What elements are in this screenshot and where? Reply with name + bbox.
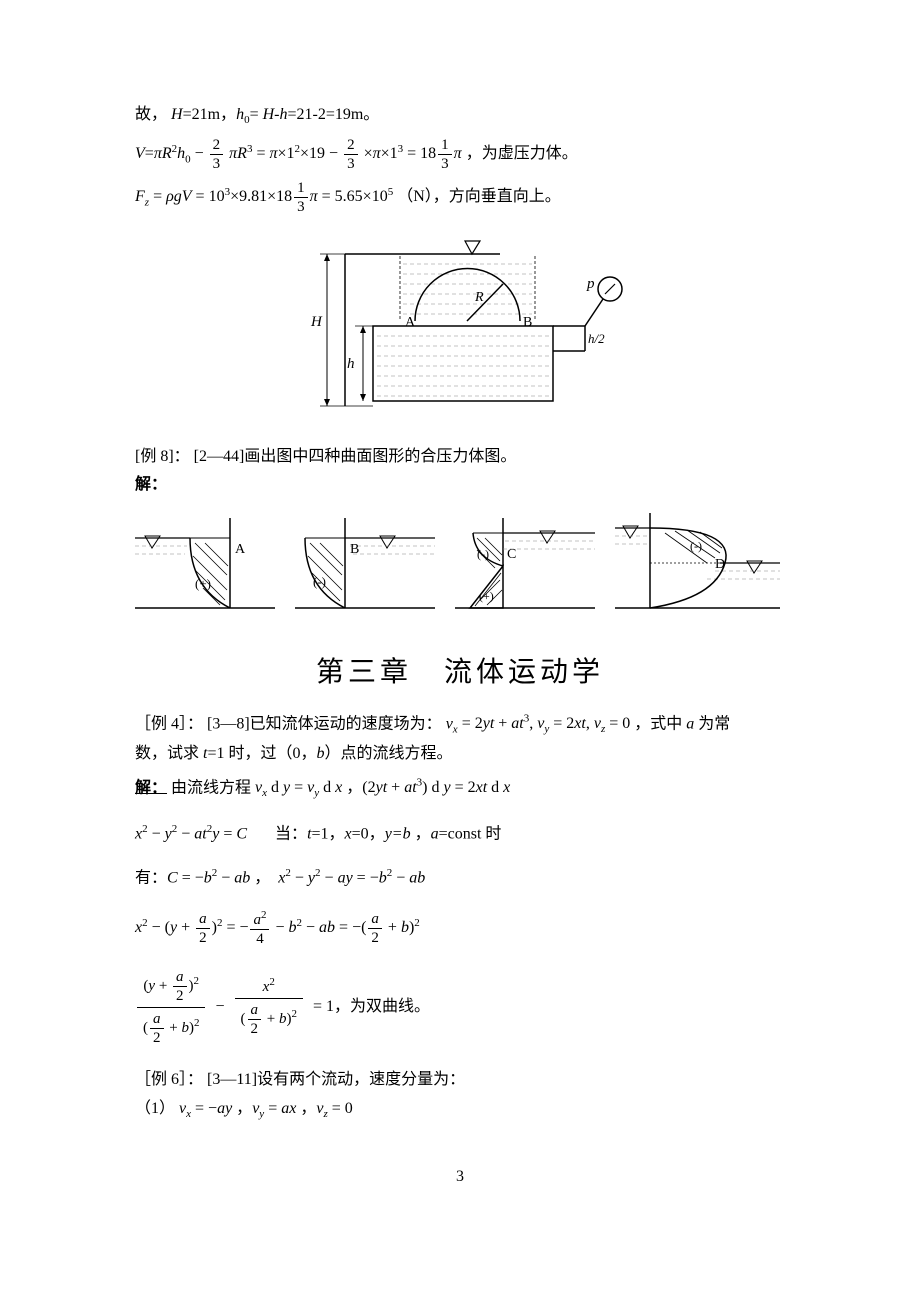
text: ，为虚压力体。	[466, 145, 578, 162]
solution-line-1: 解： 由流线方程 vx d y = vy d x ，(2yt + at3) d …	[135, 775, 785, 803]
text: （1）	[135, 1100, 175, 1117]
chapter-title: 第三章 流体运动学	[135, 651, 785, 696]
diagram-hemisphere-tank: R A B h/2 p H h	[135, 226, 785, 435]
text: [3—11]设有两个流动，速度分量为：	[207, 1071, 465, 1088]
label-h: h	[347, 356, 355, 372]
equation: H	[171, 106, 183, 123]
text: 数，试求 t=1 时，过（0，b）点的流线方程。	[135, 745, 453, 762]
solution-eq-2: x2 − y2 − at2y = C 当：t=1，x=0，y=b ，a=cons…	[135, 821, 785, 847]
example-4-heading: ［例 4］： [3—8]已知流体运动的速度场为： vx = 2yt + at3,…	[135, 711, 785, 739]
panel-D: (-) D	[615, 513, 780, 608]
equation: H-h	[263, 106, 288, 123]
solution-eq-4: x2 − (y + a2)2 = −a24 − b2 − ab = −(a2 +…	[135, 909, 785, 948]
example-label: [例 8]：	[135, 448, 190, 465]
text-line-1: 故， H=21m，h0= H-h=21-2=19m。	[135, 102, 785, 130]
label-B: B	[350, 542, 359, 557]
label-plus: (+)	[479, 589, 494, 603]
label-A: A	[405, 315, 416, 330]
label-plus: (+)	[195, 576, 211, 591]
label-D: D	[715, 557, 725, 572]
text: 故，	[135, 106, 167, 123]
equation: h	[236, 106, 244, 123]
equation: =21-2=19m。	[287, 106, 379, 123]
page-number: 3	[135, 1164, 785, 1190]
equation: 0=	[244, 106, 263, 123]
text: ，式中 a 为常	[634, 715, 730, 732]
label-minus: (-)	[313, 574, 326, 589]
label-C: C	[507, 547, 516, 562]
panel-C: (-) (+) C	[455, 518, 595, 608]
solution-eq-5: (y + a2)2 (a2 + b)2 − x2 (a2 + b)2 = 1，为…	[135, 966, 785, 1049]
example-4-line2: 数，试求 t=1 时，过（0，b）点的流线方程。	[135, 741, 785, 767]
text: 由流线方程	[171, 779, 251, 796]
label-A: A	[235, 542, 246, 557]
example-8-heading: [例 8]： [2—44]画出图中四种曲面图形的合压力体图。	[135, 444, 785, 470]
text: [3—8]已知流体运动的速度场为：	[207, 715, 442, 732]
solution-label: 解：	[135, 779, 167, 796]
example-6-line2: （1） vx = −ay ，vy = ax ，vz = 0	[135, 1096, 785, 1124]
panel-A: (+) A	[135, 518, 275, 608]
solution-label: 解：	[135, 472, 785, 498]
label-minus: (-)	[690, 539, 702, 553]
example-text: [2—44]画出图中四种曲面图形的合压力体图。	[194, 448, 517, 465]
label-h2: h/2	[588, 331, 605, 346]
label-minus: (-)	[477, 547, 489, 561]
label-p: p	[586, 276, 595, 292]
example-label: ［例 4］：	[135, 715, 203, 732]
label-H: H	[310, 314, 323, 330]
label-B: B	[523, 315, 532, 330]
solution-eq-3: 有：C = −b2 − ab ， x2 − y2 − ay = −b2 − ab	[135, 865, 785, 891]
equation: =21m，	[183, 106, 236, 123]
panel-B: (-) B	[295, 518, 435, 608]
label-R: R	[474, 290, 484, 305]
example-6-heading: ［例 6］： [3—11]设有两个流动，速度分量为：	[135, 1067, 785, 1093]
text: （N），方向垂直向上。	[397, 188, 561, 205]
equation-line-2: V=πR2h0 − 23 πR3 = π×12×19 − 23 ×π×13 = …	[135, 136, 785, 173]
diagram-pressure-bodies: (+) A (-) B	[135, 508, 785, 627]
equation-line-3: Fz = ρgV = 103×9.81×1813π = 5.65×105 （N）…	[135, 179, 785, 216]
example-label: ［例 6］：	[135, 1071, 203, 1088]
